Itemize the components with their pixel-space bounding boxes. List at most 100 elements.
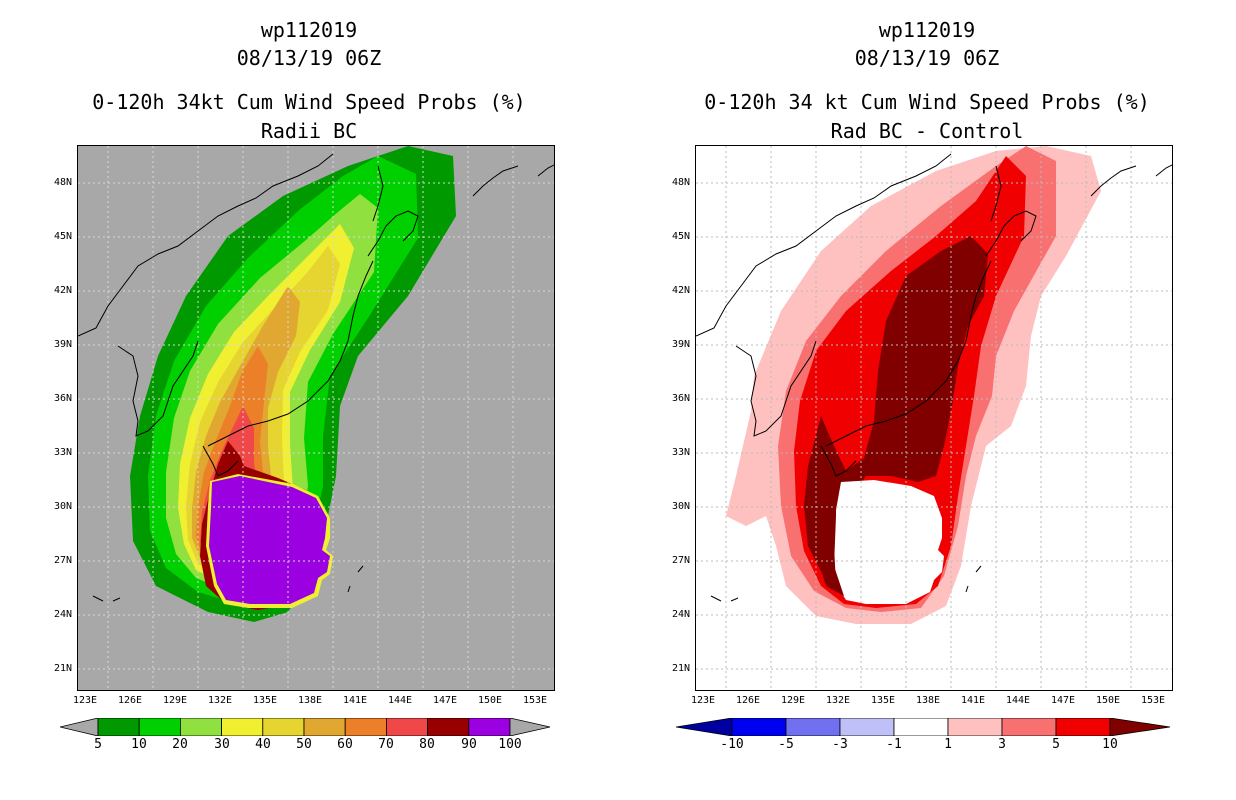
colorbar-label: 5 <box>1052 737 1060 752</box>
colorbar-label: -3 <box>832 737 848 752</box>
lon-label: 129E <box>162 695 188 706</box>
lat-label: 42N <box>53 285 72 296</box>
colorbar <box>676 718 1171 736</box>
colorbar-swatch <box>1001 718 1057 736</box>
coastlines <box>78 153 554 602</box>
lat-label: 21N <box>671 663 690 674</box>
lon-label: 135E <box>870 695 896 706</box>
plot-subtitle: Rad BC - Control <box>830 119 1024 143</box>
panel-rad-bc-control: wp112019 08/13/19 06Z 0-120h 34 kt Cum W… <box>618 0 1236 800</box>
colorbar-swatch <box>893 718 949 736</box>
colorbar-arrow-left <box>676 718 733 736</box>
lat-label: 39N <box>53 339 72 350</box>
lon-label: 141E <box>960 695 986 706</box>
lon-label: 153E <box>1140 695 1166 706</box>
colorbar-label: 80 <box>419 737 435 752</box>
colorbar-arrow-right <box>509 718 551 736</box>
coastlines <box>696 153 1172 602</box>
lat-label: 36N <box>53 393 72 404</box>
colorbar-label: 20 <box>172 737 188 752</box>
colorbar-swatch <box>180 718 223 736</box>
colorbar-label: 60 <box>337 737 353 752</box>
lat-label: 45N <box>53 231 72 242</box>
lon-label: 138E <box>297 695 323 706</box>
lon-label: 150E <box>1095 695 1121 706</box>
lat-label: 30N <box>671 501 690 512</box>
colorbar-swatch <box>947 718 1003 736</box>
panel-radii-bc: wp112019 08/13/19 06Z 0-120h 34kt Cum Wi… <box>53 18 555 752</box>
probability-map <box>77 145 555 691</box>
colorbar-swatch <box>731 718 787 736</box>
difference-map <box>695 145 1173 691</box>
colorbar-label: 1 <box>944 737 952 752</box>
colorbar-swatch <box>262 718 305 736</box>
colorbar-label: 40 <box>255 737 271 752</box>
lon-label: 132E <box>207 695 233 706</box>
plot-title: 0-120h 34kt Cum Wind Speed Probs (%) <box>92 90 526 114</box>
colorbar-swatch <box>97 718 140 736</box>
lon-label: 132E <box>825 695 851 706</box>
colorbar-label: 100 <box>498 737 522 752</box>
datetime: 08/13/19 06Z <box>854 46 1000 70</box>
lat-label: 42N <box>671 285 690 296</box>
lon-label: 138E <box>915 695 941 706</box>
colorbar-label: 70 <box>378 737 394 752</box>
colorbar-label: 10 <box>131 737 147 752</box>
colorbar-swatch <box>785 718 841 736</box>
colorbar-label: 10 <box>1102 737 1118 752</box>
colorbar-swatch <box>839 718 895 736</box>
colorbar-arrow-left <box>60 718 99 736</box>
lat-label: 24N <box>671 609 690 620</box>
lon-label: 123E <box>72 695 98 706</box>
colorbar <box>60 718 551 736</box>
colorbar-swatch <box>344 718 387 736</box>
lat-label: 33N <box>671 447 690 458</box>
lat-label: 27N <box>671 555 690 566</box>
lat-label: 45N <box>671 231 690 242</box>
storm-id: wp112019 <box>878 18 976 42</box>
datetime: 08/13/19 06Z <box>236 46 382 70</box>
plot-title: 0-120h 34 kt Cum Wind Speed Probs (%) <box>704 90 1150 114</box>
colorbar-swatch <box>1055 718 1111 736</box>
colorbar-swatch <box>385 718 428 736</box>
colorbar-swatch <box>221 718 264 736</box>
lat-label: 27N <box>53 555 72 566</box>
contour-90 <box>209 476 330 604</box>
lat-label: 48N <box>671 177 690 188</box>
lat-label: 36N <box>671 393 690 404</box>
lon-label: 135E <box>252 695 278 706</box>
lat-label: 33N <box>53 447 72 458</box>
colorbar-swatch <box>468 718 511 736</box>
colorbar-swatch <box>303 718 346 736</box>
contour-10-arm <box>814 482 844 596</box>
lon-label: 141E <box>342 695 368 706</box>
colorbar-swatch <box>138 718 181 736</box>
lat-label: 39N <box>671 339 690 350</box>
lat-label: 30N <box>53 501 72 512</box>
lon-label: 126E <box>735 695 761 706</box>
storm-id: wp112019 <box>260 18 358 42</box>
lat-label: 48N <box>53 177 72 188</box>
colorbar-arrow-right <box>1109 718 1171 736</box>
lat-label: 24N <box>53 609 72 620</box>
lon-label: 144E <box>1005 695 1031 706</box>
map-gridlines <box>78 146 554 690</box>
lon-label: 153E <box>522 695 548 706</box>
lat-label: 21N <box>53 663 72 674</box>
map-gridlines <box>696 146 1172 690</box>
lon-label: 129E <box>780 695 806 706</box>
lon-label: 126E <box>117 695 143 706</box>
lon-label: 144E <box>387 695 413 706</box>
colorbar-swatch <box>427 718 470 736</box>
lon-label: 123E <box>690 695 716 706</box>
plot-subtitle: Radii BC <box>260 119 358 143</box>
colorbar-label: 30 <box>214 737 230 752</box>
contour-white-core <box>834 480 944 604</box>
colorbar-label: 90 <box>461 737 477 752</box>
colorbar-label: 5 <box>94 737 102 752</box>
colorbar-label: -5 <box>778 737 794 752</box>
colorbar-label: 50 <box>296 737 312 752</box>
colorbar-label: 3 <box>998 737 1006 752</box>
lon-label: 147E <box>432 695 458 706</box>
lon-label: 150E <box>477 695 503 706</box>
